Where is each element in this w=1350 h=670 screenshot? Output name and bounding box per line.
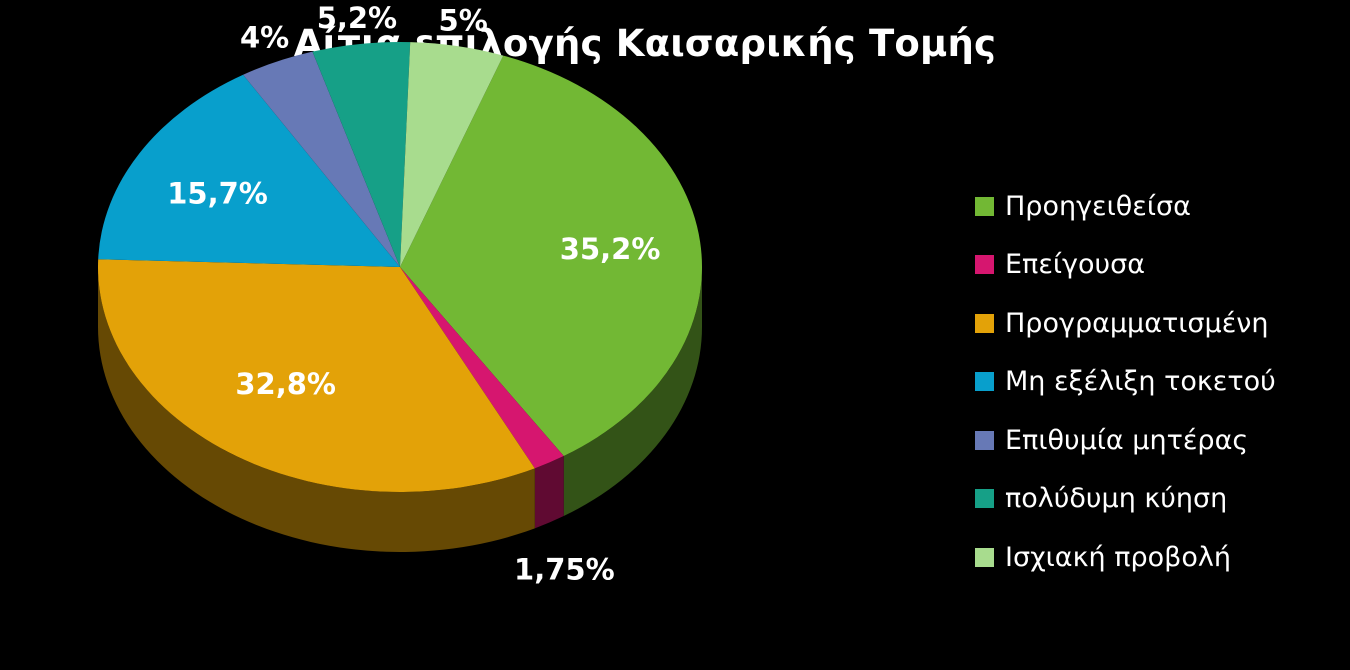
data-label: 35,2% bbox=[560, 232, 661, 266]
legend-label: Ισχιακή προβολή bbox=[1005, 541, 1231, 573]
legend-item: Μη εξέλιξη τοκετού bbox=[975, 353, 1345, 412]
pie-slice bbox=[400, 267, 564, 469]
legend-label: Επείγουσα bbox=[1005, 249, 1146, 281]
legend-swatch bbox=[975, 313, 994, 333]
pie-slice-side bbox=[563, 267, 702, 517]
legend-item: Ισχιακή προβολή bbox=[975, 528, 1345, 587]
legend-item: Προηγειθείσα bbox=[975, 177, 1345, 236]
data-label: 1,75% bbox=[514, 552, 615, 586]
legend-label: πολύδυμη κύηση bbox=[1005, 483, 1228, 515]
data-label: 4% bbox=[240, 21, 289, 55]
legend-item: Επείγουσα bbox=[975, 236, 1345, 295]
pie-slice-side bbox=[534, 456, 564, 529]
pie-side-layer bbox=[98, 267, 702, 553]
pie-slice bbox=[400, 42, 504, 267]
legend-swatch bbox=[975, 430, 994, 450]
legend-item: Επιθυμία μητέρας bbox=[975, 411, 1345, 470]
legend-swatch bbox=[975, 547, 994, 567]
legend-label: Προηγειθείσα bbox=[1005, 190, 1191, 222]
data-label: 5,2% bbox=[317, 1, 397, 35]
pie-slice bbox=[98, 74, 400, 267]
pie-chart: 35,2% 1,75% 32,8% 15,7% 4% 5,2% 5% bbox=[98, 1, 702, 586]
legend-swatch bbox=[975, 489, 994, 509]
pie-slice-side bbox=[98, 267, 535, 553]
pie-slice bbox=[400, 55, 702, 457]
legend-swatch bbox=[975, 196, 994, 216]
pie-top-layer bbox=[98, 41, 702, 492]
pie-slice bbox=[312, 41, 411, 267]
legend-swatch bbox=[975, 372, 994, 392]
legend-label: Προγραμματισμένη bbox=[1005, 307, 1269, 339]
data-label: 32,8% bbox=[235, 367, 336, 401]
legend-item: πολύδυμη κύηση bbox=[975, 470, 1345, 529]
legend-item: Προγραμματισμένη bbox=[975, 294, 1345, 353]
legend-label: Επιθυμία μητέρας bbox=[1005, 424, 1249, 456]
pie-slice bbox=[98, 259, 535, 492]
pie-slice bbox=[243, 51, 400, 267]
legend-swatch bbox=[975, 255, 994, 275]
pie-label-layer: 35,2% 1,75% 32,8% 15,7% 4% 5,2% 5% bbox=[167, 1, 660, 586]
legend-label: Μη εξέλιξη τοκετού bbox=[1005, 366, 1276, 398]
legend: Προηγειθείσα Επείγουσα Προγραμματισμένη … bbox=[975, 177, 1345, 587]
data-label: 5% bbox=[439, 4, 488, 38]
data-label: 15,7% bbox=[167, 176, 268, 210]
